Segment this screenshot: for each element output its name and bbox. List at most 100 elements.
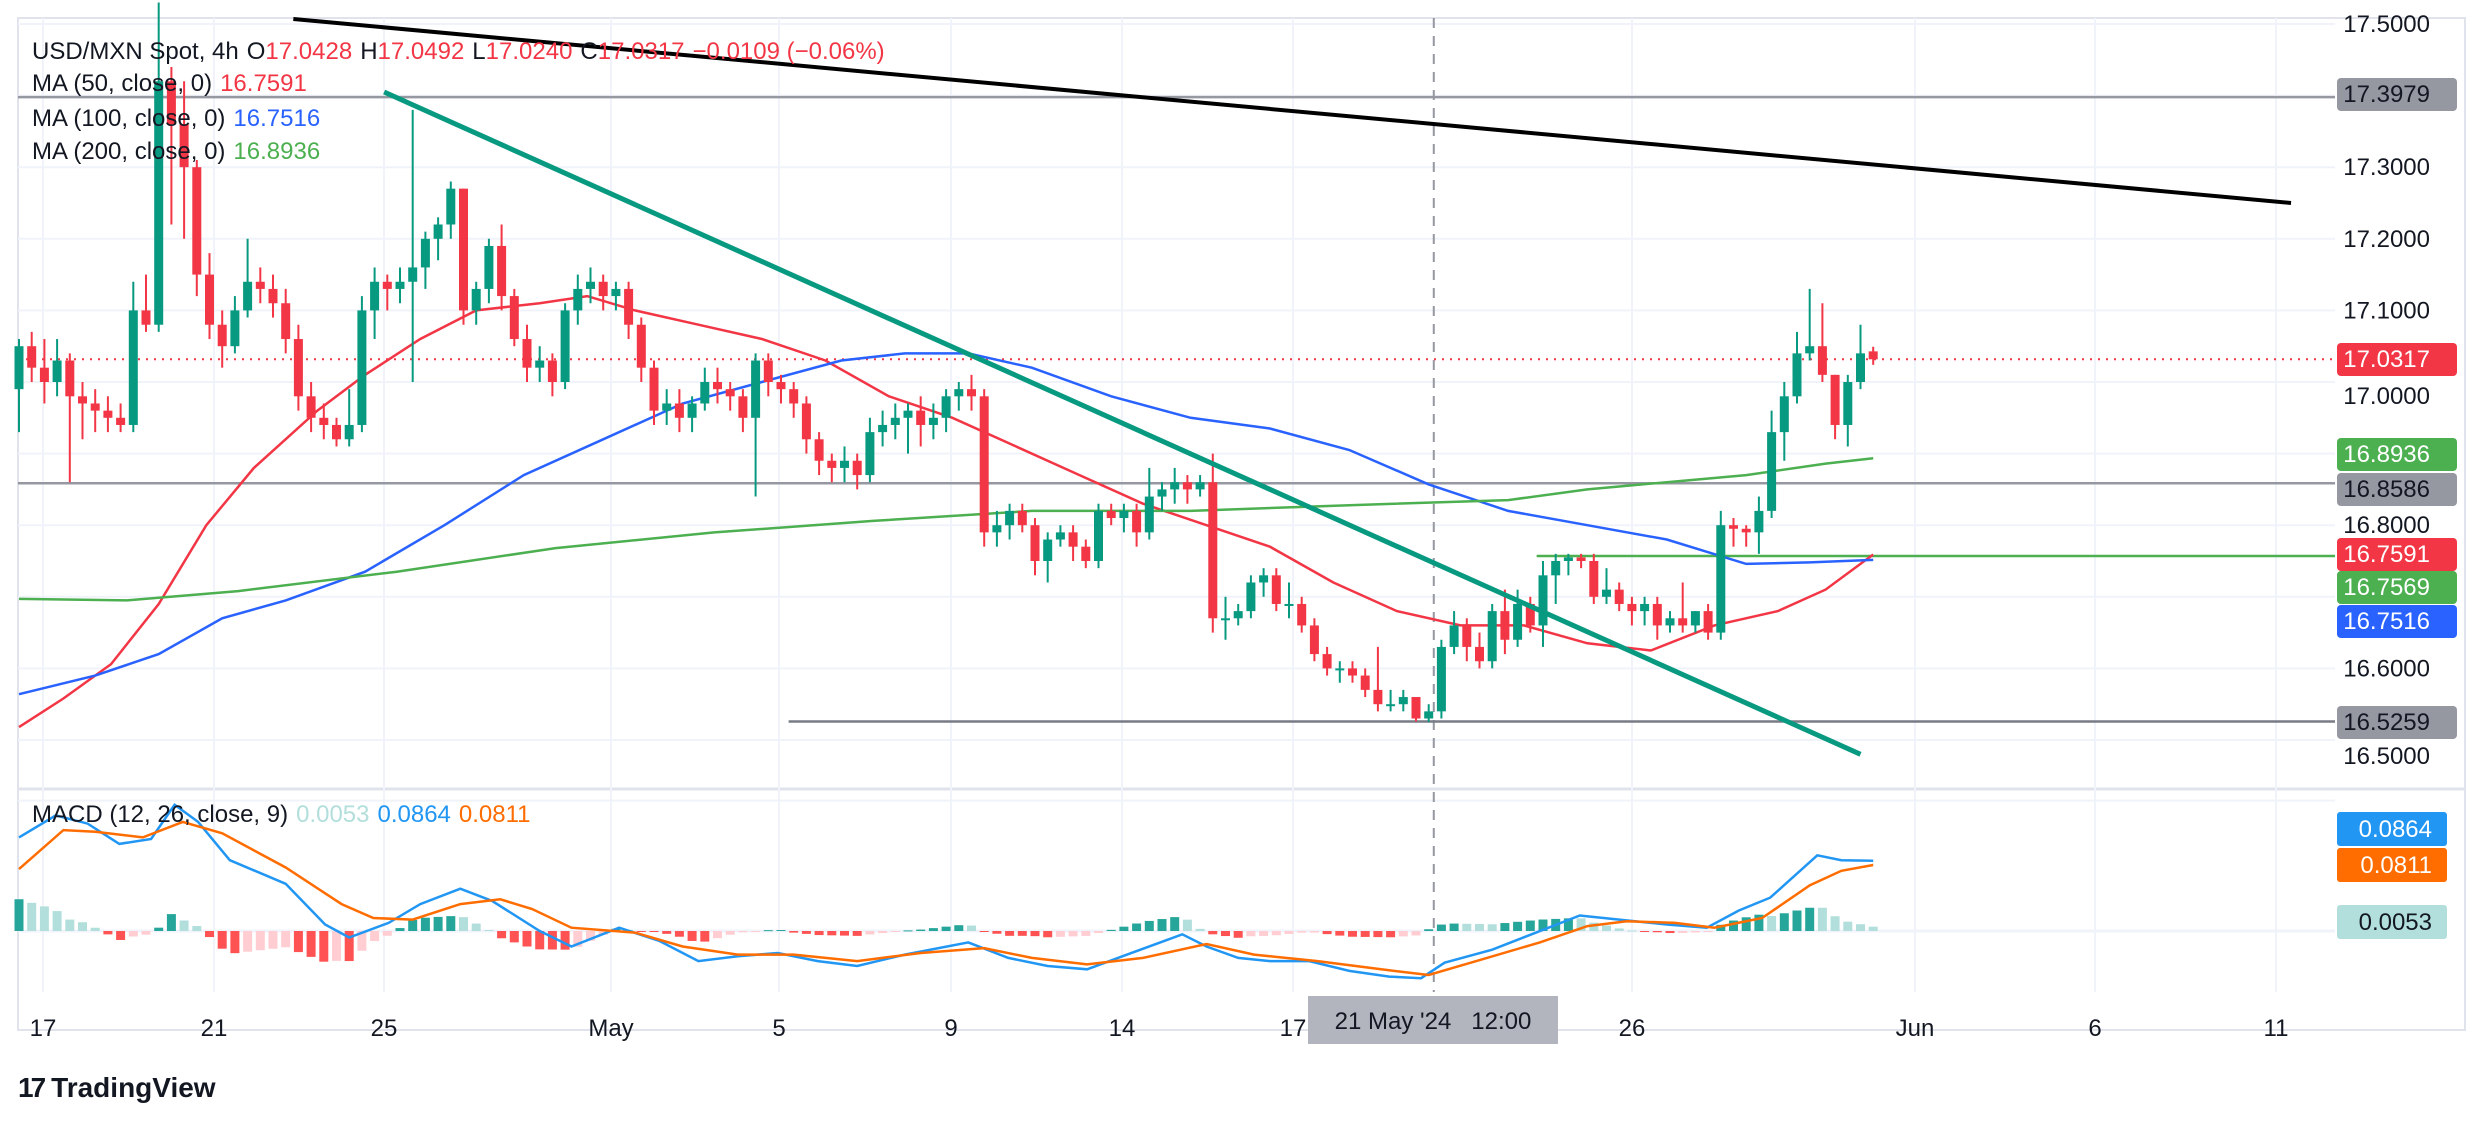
- candle-down: [1703, 611, 1713, 633]
- macd-histogram-bar: [1538, 919, 1548, 931]
- candle-down: [738, 396, 748, 418]
- candle-down: [598, 281, 608, 297]
- price-tick-label: 17.1000: [2343, 297, 2430, 324]
- price-label-bg: [2337, 78, 2457, 111]
- candle-up: [1716, 525, 1726, 633]
- candle-down: [1868, 351, 1878, 360]
- price-tick-label: 17.3000: [2343, 154, 2430, 181]
- macd-histogram-bar: [1868, 926, 1878, 931]
- candle-down: [1182, 482, 1192, 490]
- candle-down: [382, 281, 392, 289]
- macd-histogram-bar: [928, 928, 938, 931]
- candle-down: [179, 124, 189, 168]
- macd-label-bg: [2337, 848, 2447, 882]
- candle-down: [103, 410, 113, 418]
- time-tick-label: 14: [1109, 1015, 1136, 1042]
- candle-up: [1640, 603, 1650, 612]
- macd-value: 0.0864: [377, 801, 451, 828]
- macd-histogram-bar: [90, 927, 100, 931]
- macd-histogram-bar: [1563, 918, 1573, 931]
- candle-down: [1132, 510, 1142, 533]
- candle-down: [1817, 346, 1827, 375]
- candle-down: [1030, 525, 1040, 561]
- macd-histogram-bar: [1754, 914, 1764, 931]
- ma50-label: MA (50, close, 0): [32, 70, 213, 97]
- candle-up: [1449, 625, 1459, 647]
- candle-up: [928, 417, 938, 425]
- macd-label: MACD (12, 26, close, 9): [32, 801, 289, 828]
- macd-label-bg: [2337, 905, 2447, 939]
- macd-histogram-bar: [1309, 931, 1319, 933]
- price-label-bg: [2337, 571, 2457, 604]
- candle-up: [230, 310, 240, 347]
- candle-up: [1195, 482, 1205, 490]
- candle-down: [967, 389, 976, 397]
- price-tick-label: 17.0000: [2343, 383, 2430, 410]
- candle-down: [459, 188, 468, 311]
- macd-histogram-bar: [1792, 910, 1802, 931]
- macd-histogram-bar: [319, 931, 329, 962]
- candle-down: [814, 439, 824, 461]
- macd-histogram-bar: [1767, 916, 1777, 931]
- candle-down: [979, 396, 989, 533]
- legend-ma50[interactable]: MA (50, close, 0) 16.7591: [32, 69, 315, 99]
- candle-up: [14, 346, 24, 390]
- candle-up: [52, 360, 62, 382]
- candle-down: [1729, 525, 1738, 529]
- macd-histogram-bar: [243, 931, 253, 952]
- crosshair-time-label: 21 May '24 12:00: [1308, 996, 1558, 1044]
- macd-histogram-bar: [1182, 919, 1192, 931]
- macd-histogram-bar: [738, 931, 748, 933]
- macd-histogram-bar: [1678, 931, 1688, 933]
- price-tick-label: 17.2000: [2343, 226, 2430, 253]
- ma100-label: MA (100, close, 0): [32, 105, 226, 132]
- macd-histogram-bar: [1462, 923, 1472, 931]
- macd-histogram-bar: [1665, 931, 1675, 934]
- candle-down: [1068, 532, 1078, 547]
- price-label-ma200: 16.8936: [2343, 441, 2430, 468]
- candle-up: [662, 403, 672, 411]
- candle-down: [763, 360, 773, 382]
- legend-ma200[interactable]: MA (200, close, 0) 16.8936: [32, 137, 328, 167]
- macd-histogram-bar: [14, 899, 24, 931]
- macd-histogram-bar: [509, 931, 519, 943]
- candle-down: [255, 281, 265, 289]
- candle-up: [941, 396, 951, 418]
- macd-histogram-bar: [166, 914, 176, 931]
- macd-histogram-bar: [306, 931, 316, 957]
- tradingview-logo[interactable]: 17 TradingView: [18, 1072, 216, 1104]
- macd-histogram-bar: [713, 931, 722, 939]
- legend-symbol[interactable]: USD/MXN Spot, 4h: [32, 38, 239, 65]
- macd-histogram-bar: [1475, 924, 1484, 931]
- price-tick-label: 16.8000: [2343, 512, 2430, 539]
- macd-histogram-bar: [141, 931, 151, 935]
- candle-down: [1373, 689, 1383, 705]
- candle-up: [1779, 396, 1789, 433]
- ma200-label: MA (200, close, 0): [32, 138, 226, 165]
- macd-histogram-bar: [1246, 931, 1256, 937]
- macd-histogram-bar: [649, 931, 659, 932]
- legend-macd[interactable]: MACD (12, 26, close, 9) 0.0053 0.0864 0.081…: [32, 800, 539, 830]
- macd-histogram-bar: [116, 931, 126, 940]
- candle-up: [128, 310, 138, 425]
- macd-histogram-bar: [636, 931, 646, 932]
- candle-down: [1322, 654, 1332, 669]
- macd-histogram-bar: [1817, 907, 1827, 931]
- macd-histogram-bar: [586, 931, 595, 941]
- candle-up: [1259, 575, 1269, 583]
- macd-histogram-bar: [268, 931, 278, 949]
- macd-histogram-bar: [1335, 931, 1345, 936]
- candle-up: [1284, 603, 1294, 606]
- macd-histogram-bar: [332, 931, 341, 961]
- macd-histogram-bar: [1005, 931, 1015, 936]
- macd-histogram-bar: [128, 931, 138, 937]
- candle-down: [1462, 625, 1472, 647]
- macd-histogram-bar: [1348, 931, 1357, 937]
- candle-up: [408, 267, 418, 282]
- macd-histogram-bar: [1030, 931, 1040, 937]
- macd-histogram-bar: [763, 930, 773, 932]
- candle-down: [522, 339, 532, 368]
- legend-ma100[interactable]: MA (100, close, 0) 16.7516: [32, 104, 328, 134]
- trendlines[interactable]: [293, 16, 2292, 757]
